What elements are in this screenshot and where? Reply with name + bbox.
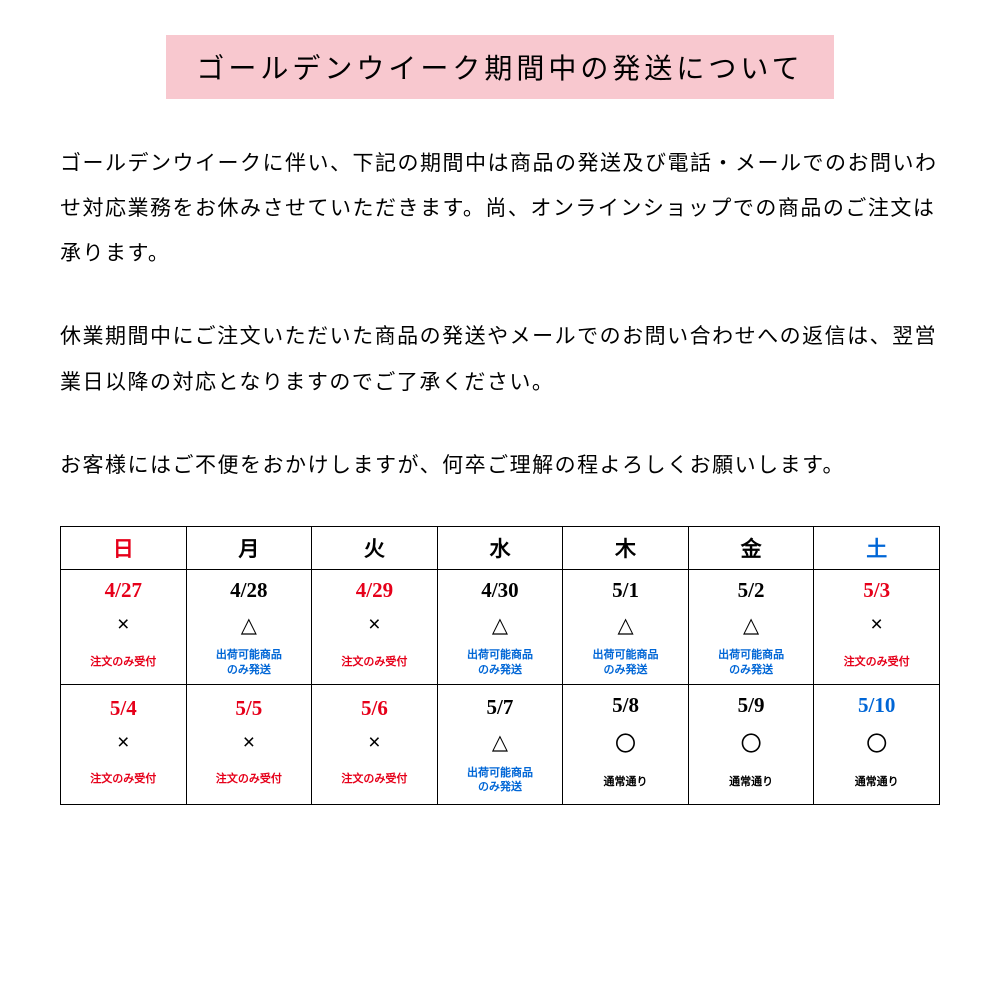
calendar-day-cell: 4/29 × 注文のみ受付	[312, 569, 438, 684]
calendar-date: 5/3	[816, 578, 937, 603]
calendar-status-note: 出荷可能商品 のみ発送	[691, 648, 812, 678]
calendar-day-cell: 5/8 〇通常通り	[563, 684, 689, 804]
calendar-status-note: 注文のみ受付	[189, 765, 310, 795]
calendar-status-symbol: △	[440, 613, 561, 638]
calendar-date: 5/7	[440, 695, 561, 720]
calendar-status-symbol: 〇	[565, 728, 686, 758]
calendar-day-cell: 5/1 △ 出荷可能商品 のみ発送	[563, 569, 689, 684]
calendar-date: 5/6	[314, 696, 435, 721]
calendar-status-note: 注文のみ受付	[314, 647, 435, 677]
calendar-status-symbol: △	[691, 613, 812, 638]
calendar-status-note: 通常通り	[565, 768, 686, 798]
calendar-day-cell: 5/5 × 注文のみ受付	[186, 684, 312, 804]
page-title: ゴールデンウイーク期間中の発送について	[166, 35, 833, 99]
calendar-date: 5/10	[816, 693, 937, 718]
calendar-date: 4/29	[314, 578, 435, 603]
calendar-status-symbol: △	[189, 613, 310, 638]
calendar-status-note: 注文のみ受付	[314, 765, 435, 795]
calendar-date: 5/4	[63, 696, 184, 721]
calendar-status-note: 通常通り	[816, 768, 937, 798]
calendar-header-cell: 月	[186, 526, 312, 569]
calendar-date: 5/2	[691, 578, 812, 603]
calendar-status-note: 出荷可能商品 のみ発送	[440, 765, 561, 795]
calendar-day-cell: 5/3 × 注文のみ受付	[814, 569, 940, 684]
calendar-date: 4/30	[440, 578, 561, 603]
calendar-day-cell: 5/7 △ 出荷可能商品 のみ発送	[437, 684, 563, 804]
calendar-header-cell: 水	[437, 526, 563, 569]
calendar-date: 5/8	[565, 693, 686, 718]
calendar-day-cell: 4/28 △ 出荷可能商品 のみ発送	[186, 569, 312, 684]
calendar-row-1: 4/27×注文のみ受付4/28△出荷可能商品 のみ発送4/29×注文のみ受付4/…	[61, 569, 940, 684]
calendar-day-cell: 4/27 × 注文のみ受付	[61, 569, 187, 684]
calendar-status-symbol: ×	[816, 613, 937, 637]
calendar-status-symbol: 〇	[691, 728, 812, 758]
calendar-row-2: 5/4×注文のみ受付5/5×注文のみ受付5/6×注文のみ受付5/7△出荷可能商品…	[61, 684, 940, 804]
paragraph-3: お客様にはご不便をおかけしますが、何卒ご理解の程よろしくお願いします。	[60, 443, 940, 488]
calendar-date: 5/5	[189, 696, 310, 721]
calendar-day-cell: 4/30 △ 出荷可能商品 のみ発送	[437, 569, 563, 684]
calendar-status-note: 注文のみ受付	[63, 765, 184, 795]
calendar-status-symbol: 〇	[816, 728, 937, 758]
calendar-day-cell: 5/10 〇通常通り	[814, 684, 940, 804]
paragraph-1: ゴールデンウイークに伴い、下記の期間中は商品の発送及び電話・メールでのお問いわせ…	[60, 141, 940, 276]
calendar-header-cell: 日	[61, 526, 187, 569]
calendar-day-cell: 5/9 〇通常通り	[688, 684, 814, 804]
title-container: ゴールデンウイーク期間中の発送について	[60, 35, 940, 99]
calendar-date: 5/1	[565, 578, 686, 603]
calendar-status-note: 出荷可能商品 のみ発送	[189, 648, 310, 678]
calendar-status-note: 注文のみ受付	[816, 647, 937, 677]
calendar-status-note: 出荷可能商品 のみ発送	[440, 648, 561, 678]
calendar-date: 4/28	[189, 578, 310, 603]
calendar-status-symbol: ×	[189, 731, 310, 755]
calendar-status-symbol: ×	[63, 613, 184, 637]
calendar-header-cell: 金	[688, 526, 814, 569]
calendar-status-note: 通常通り	[691, 768, 812, 798]
calendar-status-symbol: ×	[314, 613, 435, 637]
calendar-date: 5/9	[691, 693, 812, 718]
calendar-day-cell: 5/6 × 注文のみ受付	[312, 684, 438, 804]
calendar-status-note: 出荷可能商品 のみ発送	[565, 648, 686, 678]
calendar-status-symbol: △	[565, 613, 686, 638]
calendar-status-symbol: △	[440, 730, 561, 755]
calendar-date: 4/27	[63, 578, 184, 603]
calendar-day-cell: 5/2 △ 出荷可能商品 のみ発送	[688, 569, 814, 684]
calendar-day-cell: 5/4 × 注文のみ受付	[61, 684, 187, 804]
calendar-status-symbol: ×	[63, 731, 184, 755]
shipping-calendar: 日月火水木金土 4/27×注文のみ受付4/28△出荷可能商品 のみ発送4/29×…	[60, 526, 940, 805]
calendar-header-cell: 木	[563, 526, 689, 569]
paragraph-2: 休業期間中にご注文いただいた商品の発送やメールでのお問い合わせへの返信は、翌営業…	[60, 314, 940, 404]
calendar-status-note: 注文のみ受付	[63, 647, 184, 677]
calendar-status-symbol: ×	[314, 731, 435, 755]
calendar-header-cell: 土	[814, 526, 940, 569]
calendar-header-row: 日月火水木金土	[61, 526, 940, 569]
calendar-header-cell: 火	[312, 526, 438, 569]
